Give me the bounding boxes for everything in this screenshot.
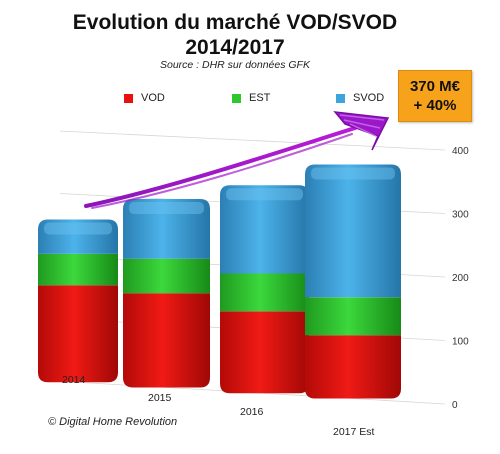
legend-swatch-svod	[336, 93, 345, 103]
legend-swatch-est	[232, 93, 241, 103]
bars	[38, 164, 401, 399]
copyright-text: © Digital Home Revolution	[48, 416, 178, 428]
x-tick-label: 2014	[62, 374, 86, 386]
bar-vod-2017-est	[305, 335, 401, 399]
bar-vod-2016	[220, 311, 309, 394]
trend-arrow-shaft	[84, 126, 357, 208]
bar-est-2014	[38, 253, 118, 286]
y-tick-label: 400	[452, 146, 469, 157]
legend-swatch-vod	[124, 93, 133, 103]
bar-est-2015	[123, 258, 210, 294]
bar-svod-2016	[220, 185, 309, 274]
legend-item-vod: VOD	[124, 92, 165, 104]
legend-label-svod: SVOD	[353, 92, 385, 104]
x-tick-label: 2016	[240, 406, 264, 418]
trend-arrow-head-strokes	[339, 114, 385, 137]
callout-amount: 370 M€	[409, 78, 461, 95]
y-tick-label: 200	[452, 273, 469, 284]
legend-label-vod: VOD	[141, 92, 165, 104]
bar-top-highlight	[226, 188, 303, 201]
bar-svod-2017-est	[305, 164, 401, 298]
bar-vod-2015	[123, 293, 210, 388]
x-axis-labels: 2014 2015 2016 2017 Est	[62, 374, 375, 438]
legend-label-est: EST	[249, 92, 271, 104]
bar-svod-2014	[38, 219, 118, 254]
chart-title: Evolution du marché VOD/SVOD 2014/2017	[0, 10, 470, 60]
x-tick-label: 2015	[148, 392, 172, 404]
bar-svod-2015	[123, 199, 210, 259]
x-tick-label: 2017 Est	[333, 426, 375, 438]
growth-callout: 370 M€ + 40%	[398, 70, 472, 122]
bar-top-highlight	[129, 202, 204, 215]
legend-item-svod: SVOD	[336, 92, 384, 104]
title-line-1: Evolution du marché VOD/SVOD	[72, 11, 398, 34]
bar-vod-2014	[38, 285, 118, 383]
trend-arrow	[84, 111, 390, 209]
bar-top-highlight	[44, 222, 112, 235]
grid-line	[59, 130, 446, 151]
callout-growth: + 40%	[413, 97, 457, 114]
trend-arrow-shaft-stroke	[91, 133, 353, 209]
bar-est-2016	[220, 273, 309, 312]
title-line-2: 2014/2017	[185, 36, 285, 59]
y-tick-label: 100	[452, 337, 469, 348]
y-axis-ticks: 0 100 200 300 400	[452, 146, 469, 411]
y-tick-label: 300	[452, 210, 469, 221]
y-tick-label: 0	[452, 400, 458, 411]
bar-est-2017-est	[305, 297, 401, 336]
bar-top-highlight	[311, 167, 395, 180]
chart-subtitle: Source : DHR sur données GFK	[160, 59, 310, 71]
legend-item-est: EST	[232, 92, 270, 104]
